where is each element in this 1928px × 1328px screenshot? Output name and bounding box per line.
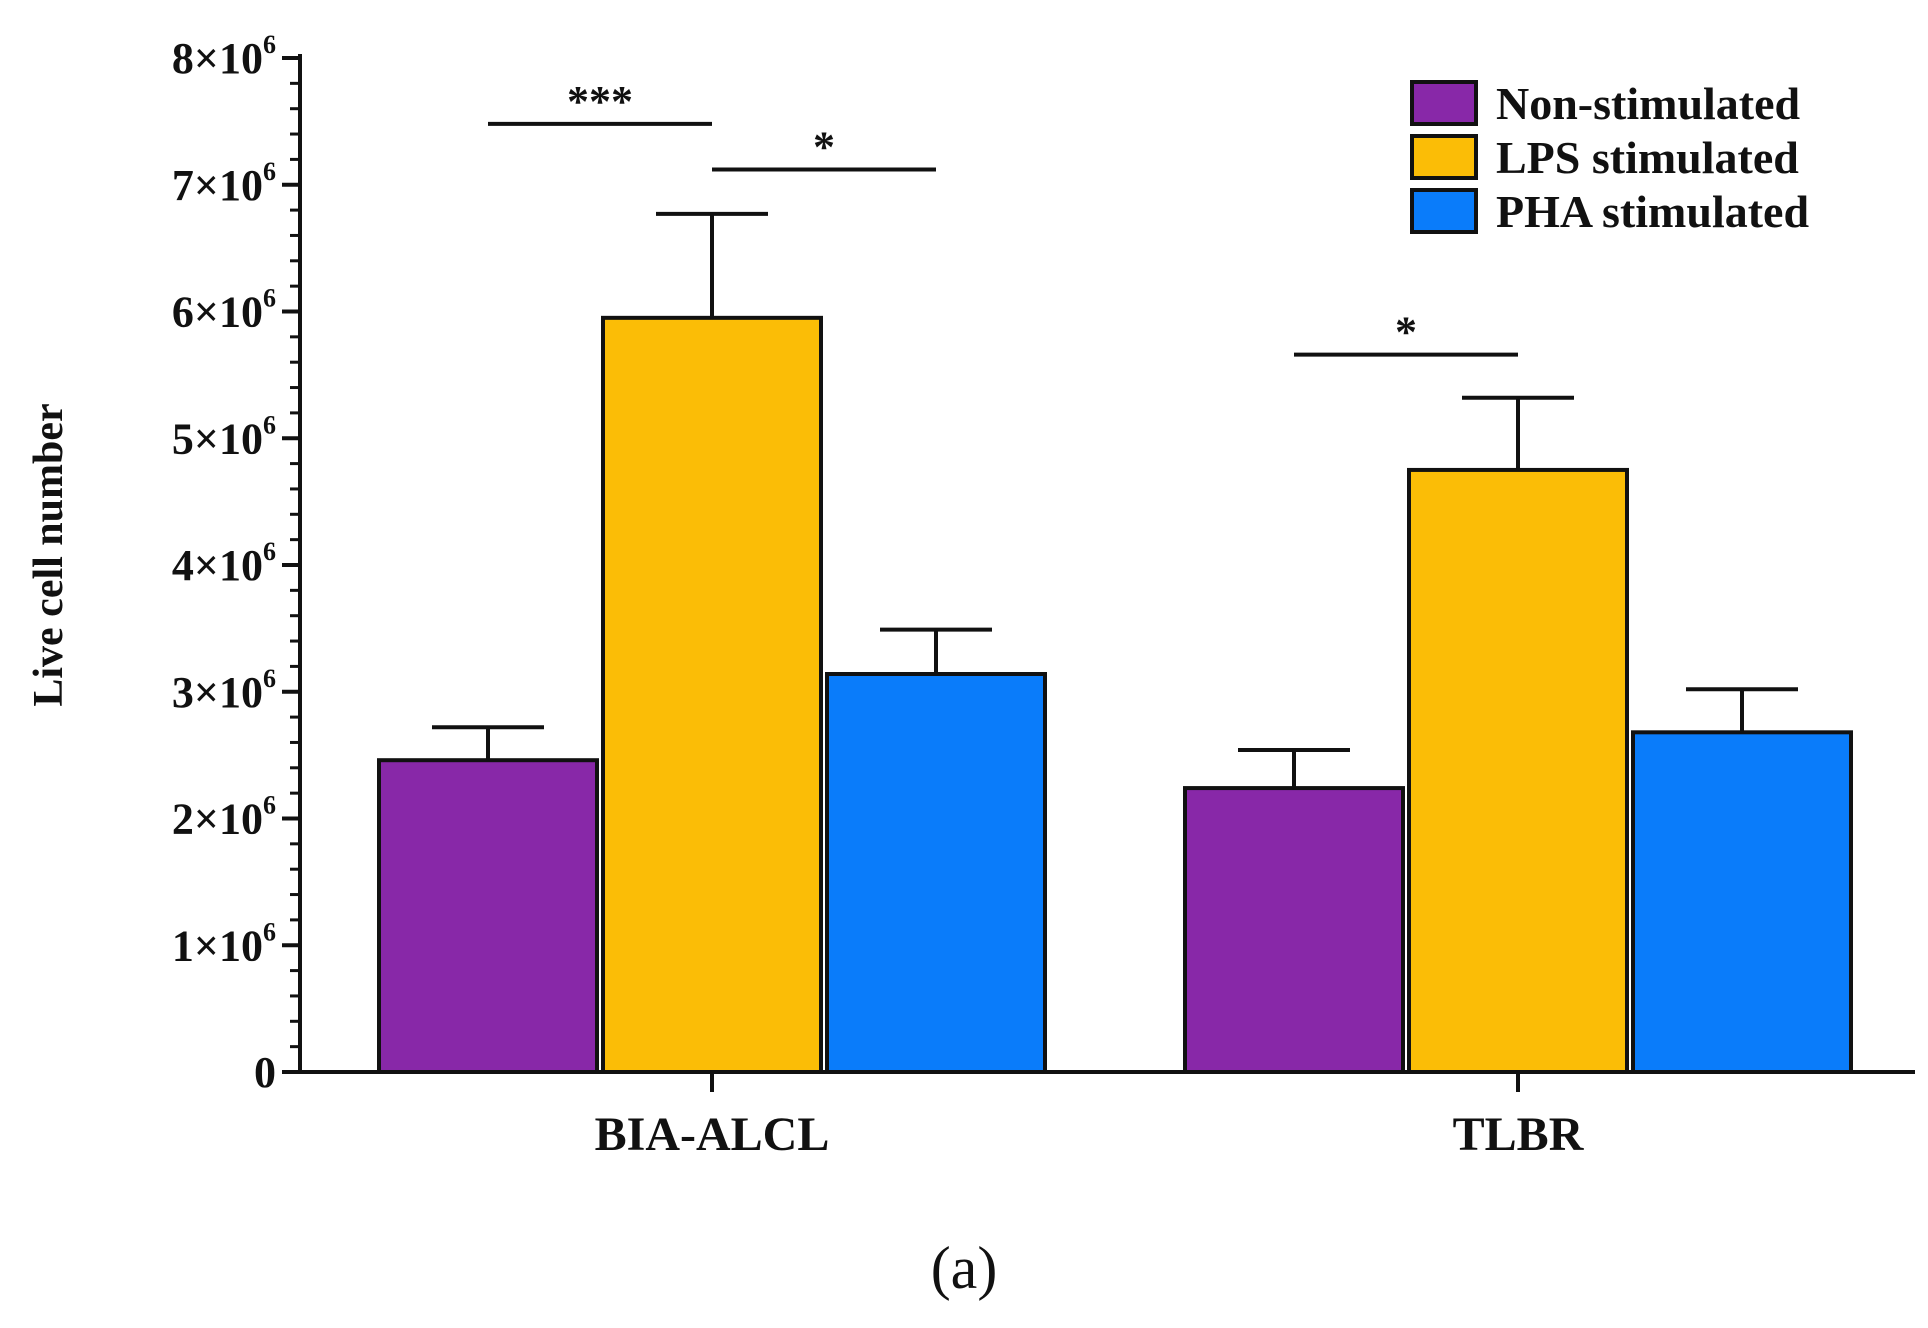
significance-label: *: [1395, 308, 1417, 357]
y-tick-label: 3×106: [172, 664, 276, 717]
y-tick-label: 1×106: [172, 917, 276, 970]
legend-label: PHA stimulated: [1496, 186, 1809, 237]
y-axis-label: Live cell number: [26, 403, 72, 706]
bar: [1407, 467, 1629, 1074]
y-tick-label: 4×106: [172, 537, 276, 590]
y-tick-label: 0: [254, 1048, 276, 1097]
significance-layer: *****: [488, 77, 1518, 357]
significance-label: *: [813, 123, 835, 172]
error-bars-layer: [432, 211, 1798, 789]
y-tick-label: 6×106: [172, 284, 276, 337]
x-category-label: TLBR: [1453, 1108, 1585, 1161]
y-tick-label: 7×106: [172, 157, 276, 210]
x-category-label: BIA-ALCL: [595, 1108, 830, 1161]
axis-lines-layer: 0 1×106 2×106 3×106 4×106 5×106 6×106 7×106 8×10…: [172, 30, 1915, 1161]
legend-swatch: [1410, 134, 1478, 180]
bar: [825, 672, 1047, 1074]
legend-label: LPS stimulated: [1496, 132, 1799, 183]
bar: [601, 315, 823, 1074]
significance-label: ***: [567, 77, 633, 126]
panel-label: (a): [931, 1235, 998, 1301]
bar: [1183, 786, 1405, 1075]
y-tick-label: 8×106: [172, 30, 276, 83]
legend-label: Non-stimulated: [1496, 78, 1801, 129]
legend-swatch: [1410, 188, 1478, 234]
y-tick-label: 5×106: [172, 410, 276, 463]
bars-layer: [377, 315, 1853, 1075]
legend-swatch: [1410, 80, 1478, 126]
bar: [377, 758, 599, 1074]
bar: [1631, 730, 1853, 1074]
y-tick-label: 2×106: [172, 791, 276, 844]
